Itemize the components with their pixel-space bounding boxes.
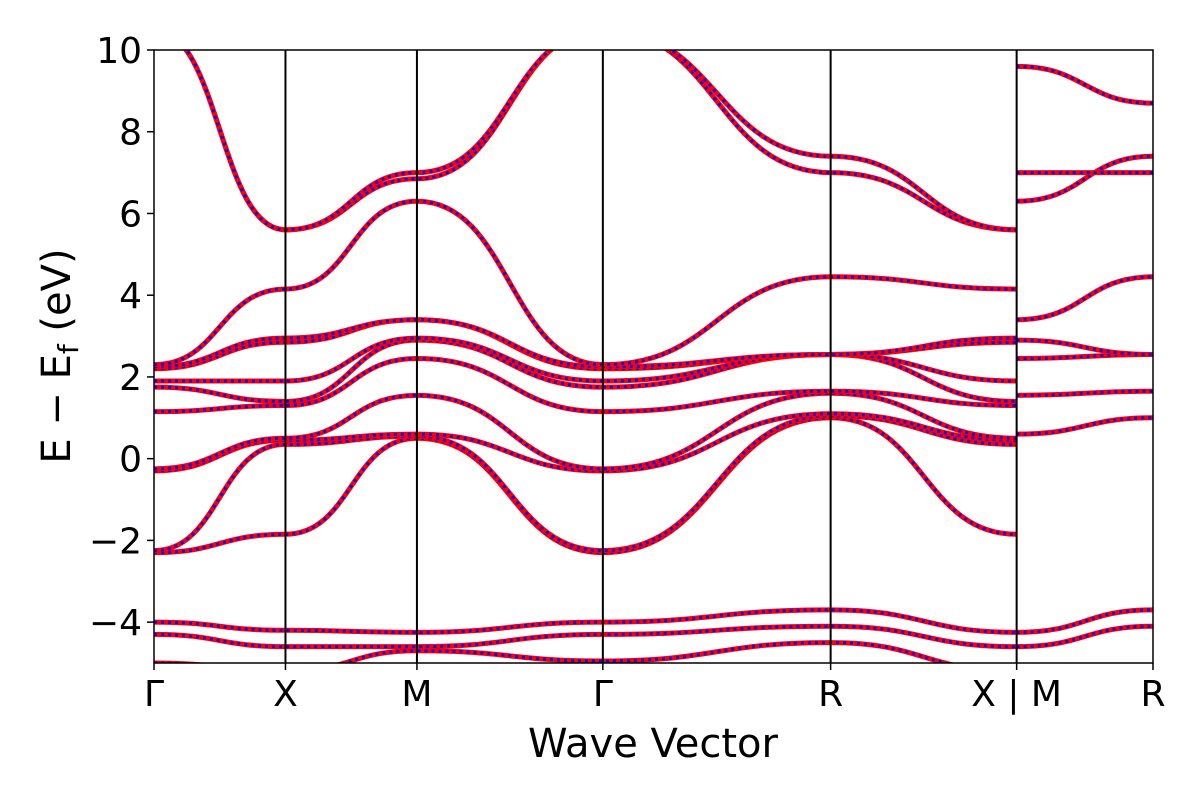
band-25-series-a bbox=[1016, 623, 1153, 650]
band-9-series-b bbox=[154, 318, 1017, 369]
x-axis-ticks: Γ X M Γ R X | M R bbox=[144, 663, 1166, 715]
x-tick-label-4: Γ bbox=[593, 674, 613, 715]
band-17 bbox=[1016, 388, 1153, 398]
band-21-series-a bbox=[1016, 153, 1153, 204]
y-tick-label-2: 8 bbox=[119, 113, 142, 154]
y-tick-label-5: 2 bbox=[119, 358, 142, 399]
y-tick-label-6: 0 bbox=[119, 440, 142, 481]
y-axis-label-main: E − E bbox=[34, 354, 80, 464]
x-tick-label-2: X bbox=[273, 674, 298, 715]
y-axis-label-unit: (eV) bbox=[34, 248, 80, 344]
y-tick-label-1: 10 bbox=[96, 31, 142, 72]
band-10 bbox=[154, 198, 1017, 368]
band-12-series-b bbox=[184, 50, 1017, 232]
band-25 bbox=[1016, 623, 1153, 650]
x-axis-label: Wave Vector bbox=[528, 721, 779, 767]
y-tick-label-3: 6 bbox=[119, 194, 142, 235]
band-23-series-b bbox=[1016, 64, 1153, 105]
band-15-series-a bbox=[154, 640, 956, 663]
band-11-series-a bbox=[182, 50, 1017, 233]
band-14-series-b bbox=[154, 624, 1017, 649]
band-17-series-a bbox=[1016, 388, 1153, 398]
band-20-series-b bbox=[1016, 275, 1153, 322]
x-tick-label-5: R bbox=[818, 674, 843, 715]
y-tick-label-8: −4 bbox=[89, 603, 142, 644]
band-12-series-a bbox=[182, 50, 1017, 233]
y-axis-label-subscript: f bbox=[52, 343, 85, 354]
band-9 bbox=[154, 317, 1017, 370]
band-12 bbox=[182, 50, 1017, 233]
y-tick-label-4: 4 bbox=[119, 276, 142, 317]
plot-frame bbox=[153, 49, 1154, 664]
band-10-series-b bbox=[154, 199, 1017, 367]
band-21 bbox=[1016, 153, 1153, 204]
band-20 bbox=[1016, 274, 1153, 323]
band-11-series-b bbox=[184, 50, 1017, 232]
band-21-series-b bbox=[1016, 154, 1153, 203]
x-tick-label-1: Γ bbox=[144, 674, 164, 715]
high-symmetry-lines bbox=[284, 50, 1018, 663]
band-16 bbox=[1016, 415, 1153, 437]
band-15 bbox=[154, 640, 956, 663]
x-tick-label-7: R bbox=[1140, 674, 1165, 715]
bands-layer bbox=[154, 50, 1153, 663]
x-tick-label-3: M bbox=[401, 674, 432, 715]
band-16-series-a bbox=[1016, 415, 1153, 437]
band-19 bbox=[1016, 337, 1153, 357]
y-axis-ticks: 10 8 6 4 2 0 −2 −4 bbox=[89, 31, 154, 644]
band-3-series-b bbox=[154, 412, 1017, 473]
x-tick-label-6: X | M bbox=[971, 674, 1062, 715]
band-23 bbox=[1016, 63, 1153, 106]
y-axis-label: E − Ef (eV) bbox=[34, 248, 85, 463]
band-11 bbox=[182, 50, 1017, 233]
band-24 bbox=[1016, 607, 1153, 635]
band-19-series-a bbox=[1016, 337, 1153, 357]
y-tick-label-7: −2 bbox=[89, 521, 142, 562]
band-24-series-a bbox=[1016, 607, 1153, 635]
